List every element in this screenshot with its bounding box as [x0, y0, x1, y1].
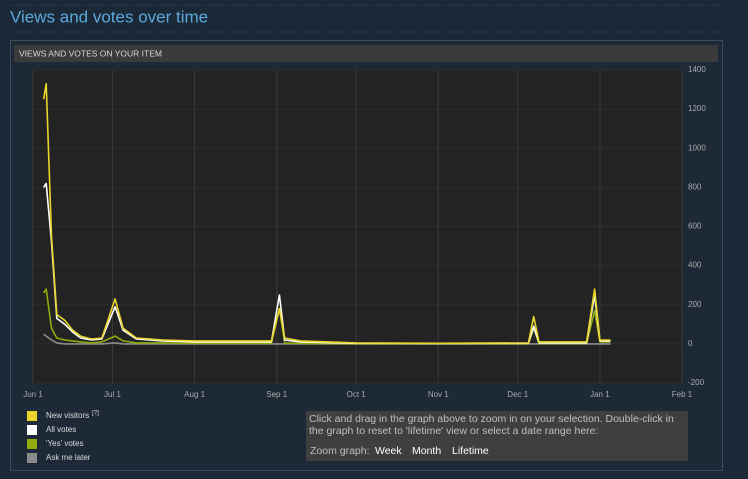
series-line [42, 82, 611, 345]
x-tick-label: Jan 1 [590, 390, 610, 399]
legend-swatch [27, 439, 37, 449]
zoom-label: Zoom graph: [310, 445, 370, 457]
panel-header [14, 45, 718, 62]
legend-help: [?] [92, 411, 99, 417]
x-tick-label: Feb 1 [672, 390, 693, 399]
x-tick-label: Sep 1 [266, 390, 287, 399]
y-tick-label: 200 [688, 300, 702, 309]
zoom-option[interactable]: Lifetime [452, 445, 489, 457]
y-tick-label: 1200 [688, 104, 706, 113]
x-tick-label: Nov 1 [428, 390, 449, 399]
y-tick-label: 1000 [688, 143, 706, 152]
legend-label: New visitors [46, 411, 89, 420]
zoom-option[interactable]: Month [412, 445, 441, 457]
zoom-hint-box: Click and drag in the graph above to zoo… [309, 413, 674, 437]
legend-label: Ask me later [46, 453, 91, 462]
series-line [42, 182, 611, 345]
x-tick-label: Oct 1 [347, 390, 367, 399]
zoom-hint: Click and drag in the graph above to zoo… [309, 413, 674, 437]
x-tick-label: Jul 1 [104, 390, 121, 399]
panel-title: VIEWS AND VOTES ON YOUR ITEM [19, 48, 162, 58]
y-tick-label: 0 [688, 339, 693, 348]
legend-label: All votes [46, 425, 76, 434]
x-tick-label: Aug 1 [184, 390, 205, 399]
legend-label: 'Yes' votes [46, 439, 83, 448]
y-tick-label: -200 [688, 378, 705, 387]
section-title: Views and votes over time [10, 7, 208, 26]
y-tick-label: 400 [688, 261, 702, 270]
x-tick-label: Dec 1 [507, 390, 528, 399]
y-tick-label: 1400 [688, 65, 706, 74]
zoom-box [306, 411, 688, 461]
legend-swatch [27, 411, 37, 421]
x-tick-label: Jun 1 [23, 390, 43, 399]
legend-swatch [27, 453, 37, 463]
legend-swatch [27, 425, 37, 435]
zoom-option[interactable]: Week [375, 445, 402, 457]
y-tick-label: 600 [688, 222, 702, 231]
y-tick-label: 800 [688, 182, 702, 191]
